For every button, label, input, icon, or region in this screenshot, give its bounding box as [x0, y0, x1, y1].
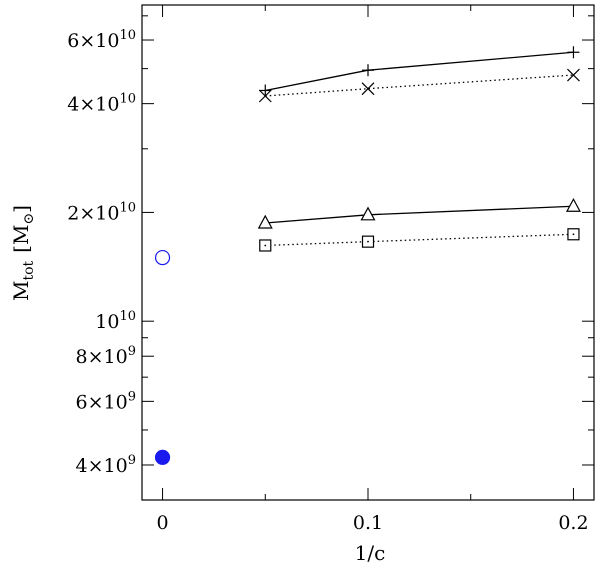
- y-axis-title: Mtot[M⊙]: [9, 205, 37, 301]
- data-point: [567, 228, 580, 241]
- x-tick-label: 0: [156, 512, 168, 534]
- y-axis-title-unit-symbol: ⊙: [21, 213, 37, 225]
- data-point: [259, 84, 272, 97]
- marker-filled-circle: [154, 449, 171, 465]
- y-axis-title-sub: tot: [21, 260, 37, 280]
- x-tick-label: 0.2: [558, 512, 588, 534]
- series-layer: [154, 46, 581, 465]
- data-point: [258, 89, 272, 103]
- marker-triangle: [360, 206, 376, 221]
- y-tick-label: 4×109: [76, 453, 136, 477]
- y-axis-title-unit: M: [9, 225, 33, 245]
- y-tick-label: 1010: [95, 309, 136, 333]
- data-point: [154, 249, 171, 266]
- marker-triangle: [565, 198, 581, 212]
- y-tick-label: 8×109: [76, 344, 136, 368]
- y-tick-label: 6×109: [76, 389, 136, 413]
- data-point: [567, 46, 580, 59]
- data-point: [257, 214, 273, 229]
- data-point: [565, 198, 581, 212]
- marker-open-circle: [154, 249, 171, 266]
- x-axis-title: 1/c: [355, 541, 386, 565]
- marker-square-dot: [367, 240, 369, 243]
- y-tick-label: 6×1010: [67, 28, 136, 52]
- marker-square-dot: [572, 233, 575, 236]
- data-point: [361, 82, 375, 96]
- series-line: [265, 233, 574, 247]
- data-point: [154, 449, 171, 465]
- marker-triangle: [257, 214, 273, 229]
- marker-square-dot: [264, 244, 267, 247]
- data-point: [567, 68, 580, 82]
- series-line: [265, 74, 574, 97]
- marker-cross: [361, 82, 375, 96]
- y-tick-label: 4×1010: [67, 92, 136, 116]
- y-axis-title-main: M: [9, 281, 33, 301]
- data-point: [360, 206, 376, 221]
- ticks-layer: 0 0.1 0.2 4×109 6×109 8×109 1010 2×1010 4×1010 6×…: [67, 5, 594, 534]
- series-line: [265, 205, 574, 224]
- marker-cross: [258, 89, 272, 103]
- data-point: [361, 235, 375, 248]
- y-tick-label: 2×1010: [67, 200, 136, 224]
- data-point: [362, 64, 374, 77]
- plot-frame: [141, 4, 595, 501]
- marker-cross: [567, 68, 580, 82]
- x-tick-label: 0.1: [353, 512, 383, 534]
- data-point: [259, 239, 272, 252]
